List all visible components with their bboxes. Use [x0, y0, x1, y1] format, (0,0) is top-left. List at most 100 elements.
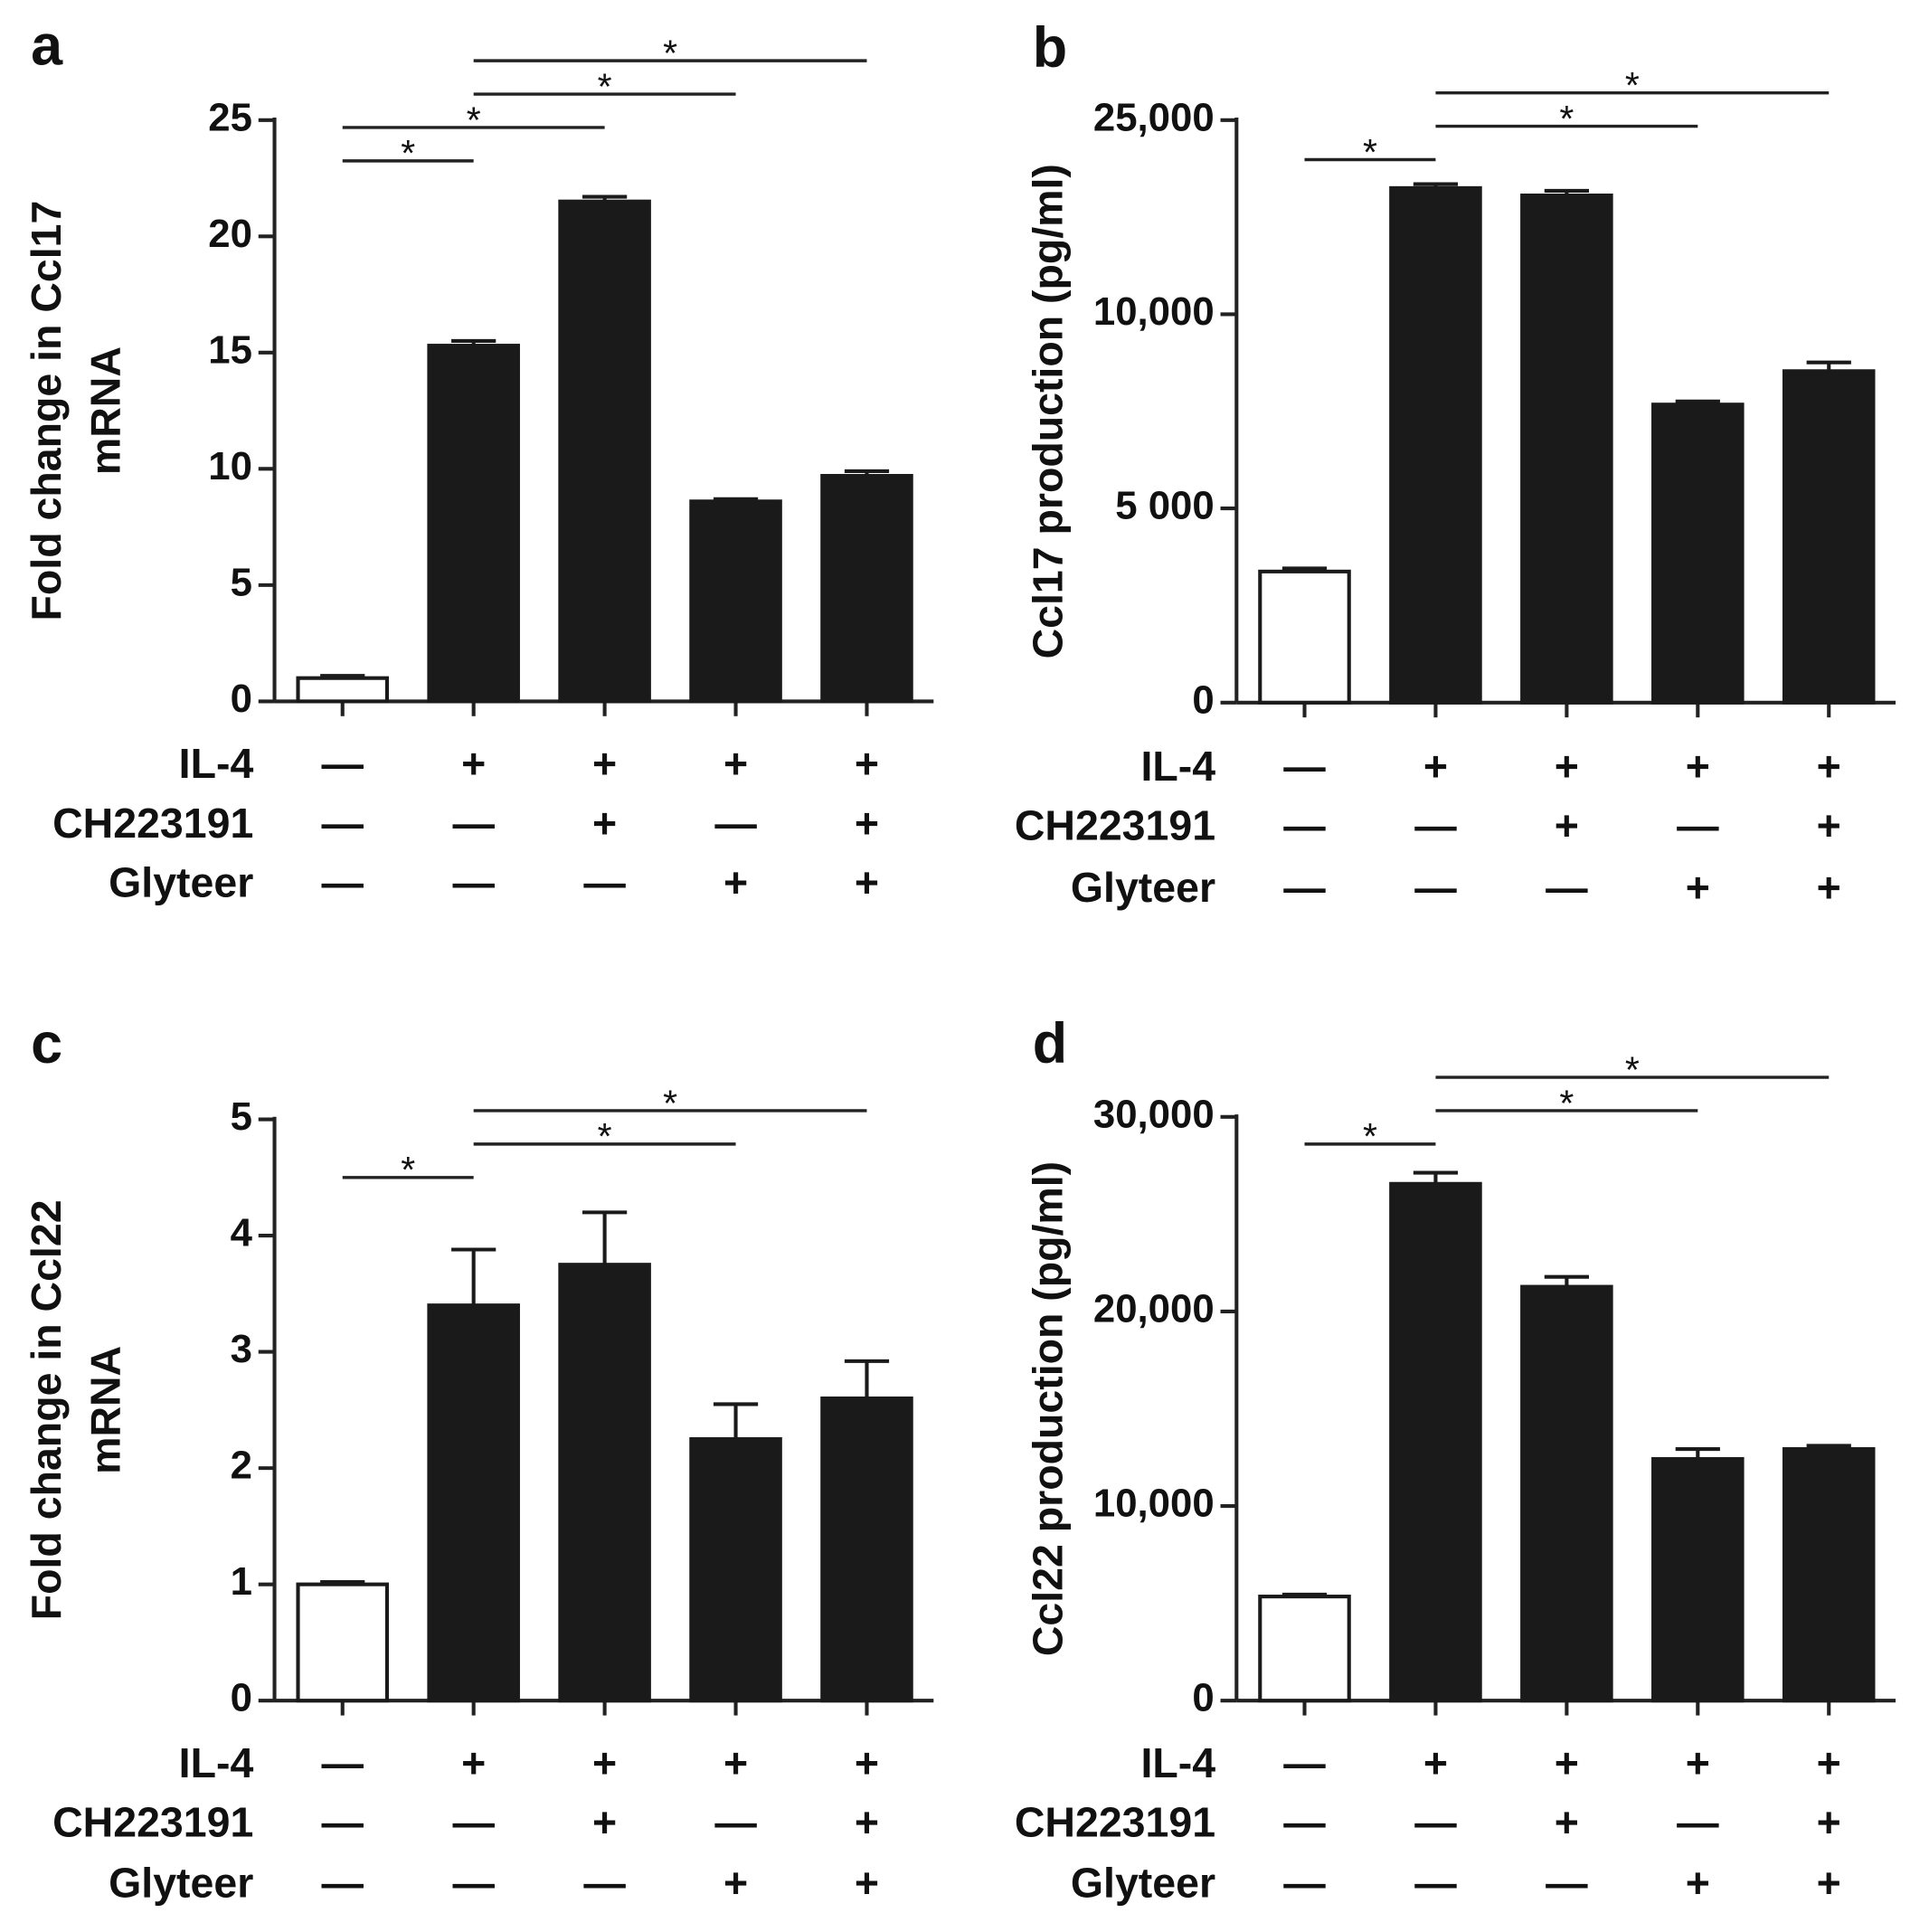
significance-label: * — [598, 65, 612, 107]
condition-value: + — [1686, 1739, 1710, 1786]
condition-value: + — [855, 800, 879, 847]
significance-label: * — [1559, 98, 1574, 139]
y-tick-label: 5 000 — [1115, 484, 1214, 528]
y-tick-label: 1 — [231, 1559, 252, 1604]
y-tick-label: 0 — [1192, 677, 1214, 722]
condition-value: — — [452, 1860, 495, 1907]
y-tick-label: 10 — [208, 444, 252, 488]
significance-label: * — [1363, 131, 1377, 173]
significance-label: * — [1625, 64, 1640, 106]
condition-value: + — [461, 1739, 486, 1786]
significance-label: * — [598, 1115, 612, 1157]
condition-value: — — [1283, 802, 1326, 849]
y-axis-label: Fold change in Ccl17 — [23, 201, 70, 621]
panel-letter: c — [31, 1012, 62, 1075]
bar — [1651, 1456, 1745, 1703]
condition-value: — — [1546, 1860, 1588, 1907]
bar — [1520, 1284, 1613, 1703]
bar — [296, 1582, 390, 1703]
condition-value: — — [583, 1860, 626, 1907]
bar — [427, 344, 520, 704]
y-tick-label: 4 — [231, 1211, 253, 1255]
y-tick-label: 10,000 — [1093, 289, 1215, 334]
y-tick-label: 3 — [231, 1327, 252, 1371]
bar — [1651, 402, 1745, 705]
bar — [689, 499, 782, 704]
condition-value: — — [583, 858, 626, 905]
bar — [558, 1263, 651, 1703]
bar — [1520, 194, 1613, 705]
bar — [1389, 185, 1482, 705]
bar — [1782, 369, 1876, 705]
y-tick-label: 0 — [1192, 1676, 1214, 1720]
y-tick-label: 10,000 — [1093, 1482, 1215, 1526]
condition-value: + — [1817, 1739, 1841, 1786]
y-axis-label: Ccl17 production (pg/ml) — [1024, 164, 1071, 658]
condition-value: + — [723, 740, 748, 787]
condition-value: + — [723, 858, 748, 905]
condition-value: — — [322, 740, 364, 787]
condition-value: — — [714, 1799, 757, 1846]
y-tick-label: 15 — [208, 327, 252, 372]
condition-value: + — [1423, 1739, 1448, 1786]
condition-value: — — [322, 858, 364, 905]
y-tick-label: 20 — [208, 212, 252, 256]
condition-name: CH223191 — [1015, 802, 1215, 849]
condition-value: — — [1677, 1799, 1719, 1846]
bar — [1258, 1595, 1351, 1703]
significance-label: * — [1559, 1082, 1574, 1123]
condition-value: — — [322, 1799, 364, 1846]
y-axis-label: Ccl22 production (pg/ml) — [1024, 1161, 1071, 1656]
condition-name: IL-4 — [179, 740, 254, 787]
y-tick-label: 20,000 — [1093, 1286, 1215, 1331]
y-tick-label: 2 — [231, 1444, 252, 1488]
condition-name: Glyteer — [1071, 1860, 1215, 1907]
significance-label: * — [1625, 1048, 1640, 1090]
y-tick-label: 0 — [231, 1676, 252, 1720]
condition-value: + — [592, 1739, 617, 1786]
condition-name: Glyteer — [1071, 864, 1215, 911]
y-tick-label: 0 — [231, 677, 252, 721]
condition-value: + — [1555, 1799, 1579, 1846]
condition-value: + — [855, 1860, 879, 1907]
condition-value: — — [1677, 802, 1719, 849]
bar — [427, 1303, 520, 1703]
condition-value: — — [714, 800, 757, 847]
panel-letter: d — [1033, 1012, 1067, 1075]
condition-value: + — [1817, 1799, 1841, 1846]
significance-label: * — [663, 32, 677, 73]
condition-value: + — [1817, 864, 1841, 911]
condition-value: — — [1414, 864, 1457, 911]
condition-value: + — [1555, 743, 1579, 790]
bar — [296, 676, 390, 704]
condition-value: + — [1686, 743, 1710, 790]
condition-value: — — [1283, 1739, 1326, 1786]
significance-label: * — [401, 1149, 415, 1190]
y-tick-label: 5 — [231, 560, 252, 604]
bar — [558, 199, 651, 704]
bar — [689, 1436, 782, 1703]
y-tick-label: 25 — [208, 95, 252, 139]
condition-value: + — [855, 740, 879, 787]
condition-value: + — [1817, 743, 1841, 790]
condition-value: + — [855, 1799, 879, 1846]
condition-value: + — [723, 1860, 748, 1907]
condition-name: IL-4 — [179, 1739, 254, 1786]
panel-letter: b — [1033, 16, 1067, 80]
y-axis-label: Fold change in Ccl22 — [23, 1199, 70, 1620]
condition-value: + — [1817, 1860, 1841, 1907]
condition-value: — — [1283, 864, 1326, 911]
bar — [820, 1396, 913, 1703]
condition-value: + — [1686, 1860, 1710, 1907]
y-tick-label: 25,000 — [1093, 95, 1215, 139]
condition-value: — — [1414, 1860, 1457, 1907]
y-tick-label: 5 — [231, 1094, 252, 1139]
condition-value: — — [1283, 743, 1326, 790]
significance-label: * — [401, 132, 415, 174]
condition-name: CH223191 — [52, 1799, 253, 1846]
y-axis-label: mRNA — [82, 346, 129, 475]
condition-value: — — [452, 1799, 495, 1846]
bar — [1389, 1181, 1482, 1703]
condition-value: — — [452, 800, 495, 847]
